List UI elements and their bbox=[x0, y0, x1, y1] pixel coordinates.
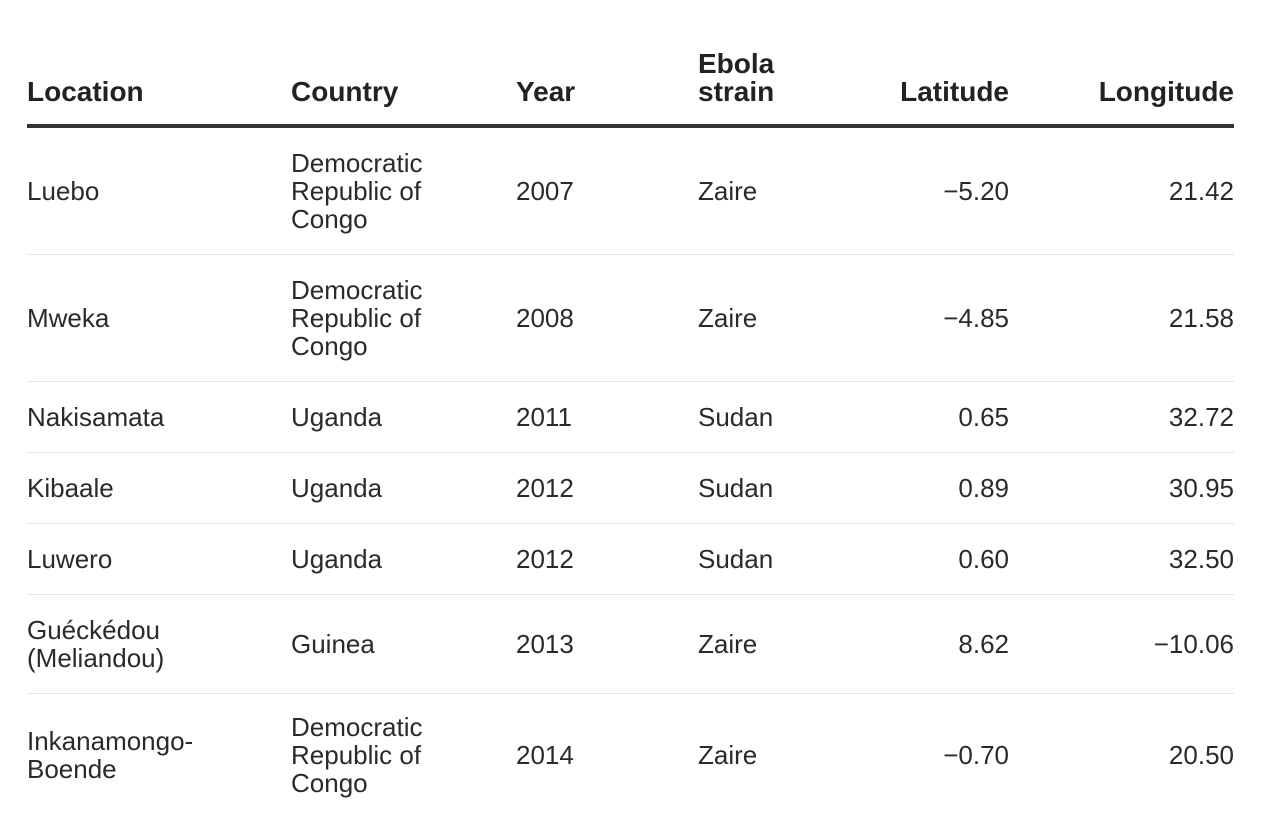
cell-strain: Sudan bbox=[698, 382, 848, 453]
cell-country: Uganda bbox=[291, 382, 516, 453]
cell-latitude: −5.20 bbox=[848, 126, 1009, 255]
table-row: Mweka Democratic Republic of Congo 2008 … bbox=[27, 255, 1234, 382]
cell-latitude: 0.89 bbox=[848, 453, 1009, 524]
cell-year: 2014 bbox=[516, 694, 698, 816]
cell-year: 2013 bbox=[516, 595, 698, 694]
table-row: Luwero Uganda 2012 Sudan 0.60 32.50 bbox=[27, 524, 1234, 595]
column-header-location: Location bbox=[27, 0, 291, 126]
table-row: Luebo Democratic Republic of Congo 2007 … bbox=[27, 126, 1234, 255]
cell-country: Uganda bbox=[291, 453, 516, 524]
cell-country: Democratic Republic of Congo bbox=[291, 255, 516, 382]
cell-country: Democratic Republic of Congo bbox=[291, 694, 516, 816]
cell-strain: Zaire bbox=[698, 595, 848, 694]
column-header-country: Country bbox=[291, 0, 516, 126]
cell-latitude: −0.70 bbox=[848, 694, 1009, 816]
cell-strain: Sudan bbox=[698, 524, 848, 595]
table-body: Luebo Democratic Republic of Congo 2007 … bbox=[27, 126, 1234, 816]
cell-latitude: 0.60 bbox=[848, 524, 1009, 595]
cell-longitude: 20.50 bbox=[1009, 694, 1234, 816]
cell-longitude: −10.06 bbox=[1009, 595, 1234, 694]
cell-country: Democratic Republic of Congo bbox=[291, 126, 516, 255]
cell-location: Kibaale bbox=[27, 453, 291, 524]
column-header-latitude: Latitude bbox=[848, 0, 1009, 126]
table-row: Inkanamongo-Boende Democratic Republic o… bbox=[27, 694, 1234, 816]
cell-year: 2011 bbox=[516, 382, 698, 453]
cell-year: 2012 bbox=[516, 453, 698, 524]
header-row: Location Country Year Ebola strain Latit… bbox=[27, 0, 1234, 126]
cell-strain: Sudan bbox=[698, 453, 848, 524]
table-row: Kibaale Uganda 2012 Sudan 0.89 30.95 bbox=[27, 453, 1234, 524]
cell-strain: Zaire bbox=[698, 255, 848, 382]
cell-year: 2012 bbox=[516, 524, 698, 595]
ebola-outbreak-table: Location Country Year Ebola strain Latit… bbox=[27, 0, 1234, 816]
table-row: Nakisamata Uganda 2011 Sudan 0.65 32.72 bbox=[27, 382, 1234, 453]
cell-longitude: 21.42 bbox=[1009, 126, 1234, 255]
data-table-container: Location Country Year Ebola strain Latit… bbox=[27, 0, 1234, 816]
cell-location: Inkanamongo-Boende bbox=[27, 694, 291, 816]
cell-latitude: 8.62 bbox=[848, 595, 1009, 694]
column-header-year: Year bbox=[516, 0, 698, 126]
table-header: Location Country Year Ebola strain Latit… bbox=[27, 0, 1234, 126]
cell-location: Nakisamata bbox=[27, 382, 291, 453]
cell-latitude: −4.85 bbox=[848, 255, 1009, 382]
cell-longitude: 32.50 bbox=[1009, 524, 1234, 595]
cell-location: Luwero bbox=[27, 524, 291, 595]
cell-latitude: 0.65 bbox=[848, 382, 1009, 453]
column-header-longitude: Longitude bbox=[1009, 0, 1234, 126]
cell-year: 2008 bbox=[516, 255, 698, 382]
cell-strain: Zaire bbox=[698, 694, 848, 816]
cell-location: Guéckédou (Meliandou) bbox=[27, 595, 291, 694]
cell-location: Mweka bbox=[27, 255, 291, 382]
table-row: Guéckédou (Meliandou) Guinea 2013 Zaire … bbox=[27, 595, 1234, 694]
cell-country: Uganda bbox=[291, 524, 516, 595]
cell-location: Luebo bbox=[27, 126, 291, 255]
cell-longitude: 21.58 bbox=[1009, 255, 1234, 382]
cell-country: Guinea bbox=[291, 595, 516, 694]
column-header-ebola-strain: Ebola strain bbox=[698, 0, 848, 126]
cell-strain: Zaire bbox=[698, 126, 848, 255]
cell-longitude: 30.95 bbox=[1009, 453, 1234, 524]
cell-longitude: 32.72 bbox=[1009, 382, 1234, 453]
cell-year: 2007 bbox=[516, 126, 698, 255]
